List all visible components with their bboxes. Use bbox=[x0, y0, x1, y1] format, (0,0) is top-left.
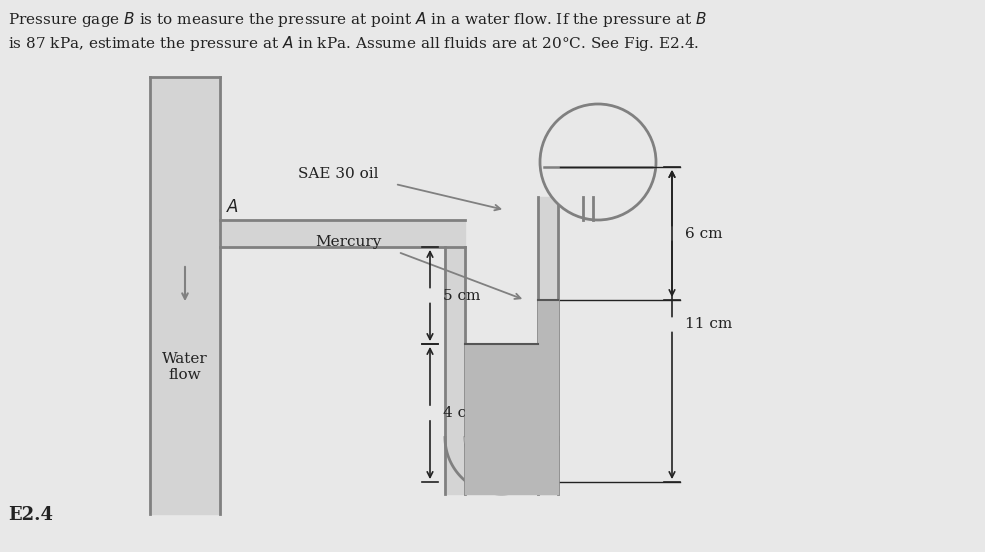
Text: 4 cm: 4 cm bbox=[443, 406, 481, 420]
Polygon shape bbox=[445, 438, 558, 494]
Text: Pressure gage $B$ is to measure the pressure at point $A$ in a water flow. If th: Pressure gage $B$ is to measure the pres… bbox=[8, 10, 706, 29]
Text: SAE 30 oil: SAE 30 oil bbox=[297, 167, 378, 181]
Text: $A$: $A$ bbox=[226, 199, 239, 216]
Text: 6 cm: 6 cm bbox=[685, 226, 723, 241]
Polygon shape bbox=[465, 438, 538, 474]
Circle shape bbox=[540, 104, 656, 220]
Text: 5 cm: 5 cm bbox=[443, 289, 481, 302]
Text: is 87 kPa, estimate the pressure at $A$ in kPa. Assume all fluids are at 20°C. S: is 87 kPa, estimate the pressure at $A$ … bbox=[8, 34, 699, 53]
Text: Water
flow: Water flow bbox=[163, 352, 208, 382]
Text: Mercury: Mercury bbox=[315, 235, 382, 249]
Text: E2.4: E2.4 bbox=[8, 506, 53, 524]
Text: Gage B: Gage B bbox=[578, 140, 634, 154]
Text: 11 cm: 11 cm bbox=[685, 317, 732, 332]
